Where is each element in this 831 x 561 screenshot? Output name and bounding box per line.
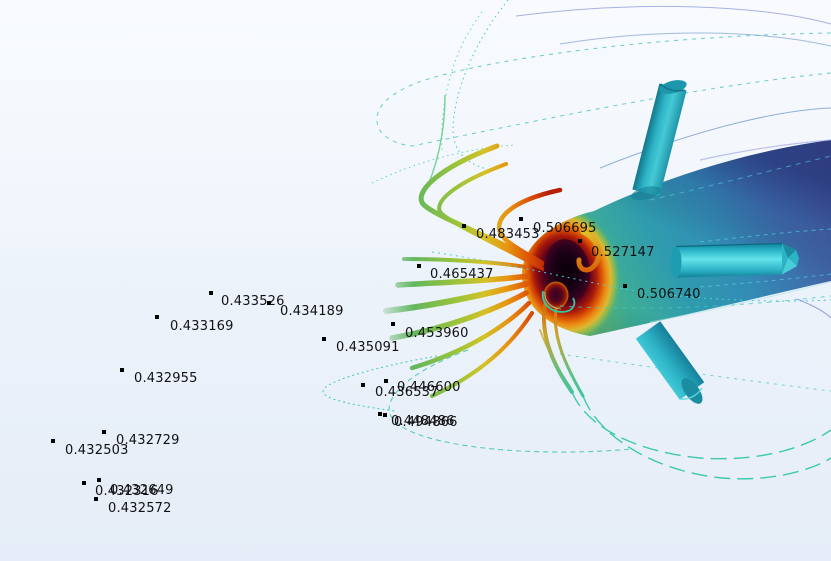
corner-purple-arc [796, 298, 831, 319]
nose-tip [543, 281, 569, 309]
fin-bottom-cap [681, 378, 703, 404]
foreground-streamlines [431, 155, 831, 319]
hook-ribbon [576, 229, 602, 273]
tip-curl-streamline [541, 290, 576, 313]
fin-side [670, 242, 799, 278]
stagnation-core [541, 229, 602, 313]
stream-ribbons [383, 143, 585, 398]
fin-bottom [635, 321, 705, 404]
body-bottom-rim-highlight [649, 281, 831, 323]
body-top-rim-highlight [699, 139, 831, 161]
fin-top [631, 80, 687, 200]
